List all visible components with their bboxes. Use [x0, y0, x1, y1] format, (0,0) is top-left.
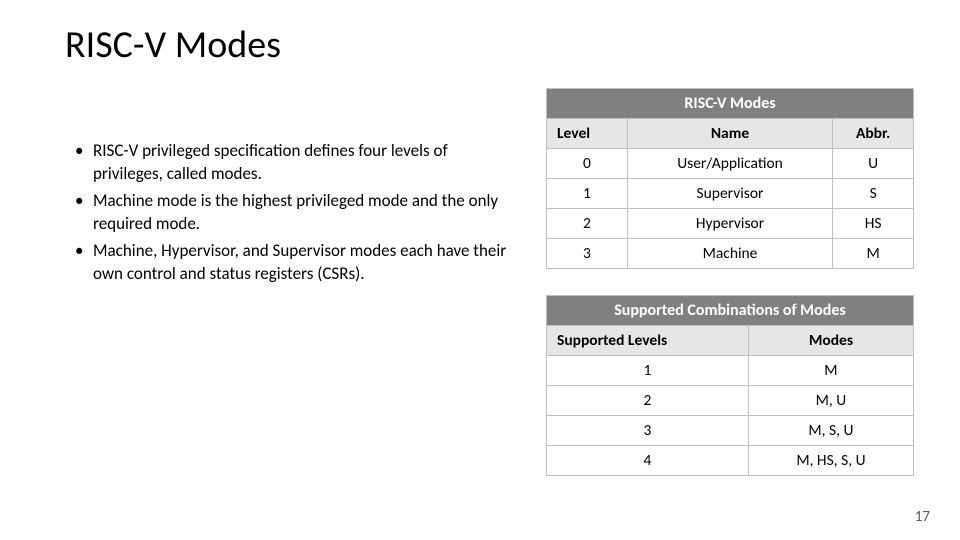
bullet-item: RISC-V privileged specification defines … [75, 140, 515, 186]
cell: M, U [748, 386, 913, 416]
cell: HS [833, 209, 914, 239]
table-row: 3 Machine M [547, 239, 914, 269]
cell: M, HS, S, U [748, 446, 913, 476]
table-row: 1 Supervisor S [547, 179, 914, 209]
cell: 1 [547, 356, 749, 386]
slide-title: RISC-V Modes [65, 22, 281, 68]
cell: Machine [627, 239, 833, 269]
table-row: 2 Hypervisor HS [547, 209, 914, 239]
cell: M [748, 356, 913, 386]
modes-table: RISC-V Modes Level Name Abbr. 0 User/App… [546, 88, 914, 269]
cell: S [833, 179, 914, 209]
cell: Supervisor [627, 179, 833, 209]
col-header: Level [547, 119, 628, 149]
cell: 2 [547, 386, 749, 416]
table-row: 0 User/Application U [547, 149, 914, 179]
cell: M [833, 239, 914, 269]
bullet-item: Machine mode is the highest privileged m… [75, 190, 515, 236]
bullet-item: Machine, Hypervisor, and Supervisor mode… [75, 240, 515, 286]
col-header: Modes [748, 326, 913, 356]
cell: 3 [547, 416, 749, 446]
table-title: RISC-V Modes [547, 89, 914, 119]
cell: 0 [547, 149, 628, 179]
cell: 3 [547, 239, 628, 269]
cell: 4 [547, 446, 749, 476]
cell: M, S, U [748, 416, 913, 446]
cell: Hypervisor [627, 209, 833, 239]
cell: U [833, 149, 914, 179]
col-header: Abbr. [833, 119, 914, 149]
cell: 2 [547, 209, 628, 239]
table-row: 1 M [547, 356, 914, 386]
table-row: 4 M, HS, S, U [547, 446, 914, 476]
table-title: Supported Combinations of Modes [547, 296, 914, 326]
table-row: 2 M, U [547, 386, 914, 416]
col-header: Name [627, 119, 833, 149]
cell: User/Application [627, 149, 833, 179]
page-number: 17 [915, 508, 930, 526]
bullet-list: RISC-V privileged specification defines … [75, 140, 515, 290]
tables-container: RISC-V Modes Level Name Abbr. 0 User/App… [546, 88, 914, 502]
combos-table: Supported Combinations of Modes Supporte… [546, 295, 914, 476]
cell: 1 [547, 179, 628, 209]
table-row: 3 M, S, U [547, 416, 914, 446]
col-header: Supported Levels [547, 326, 749, 356]
